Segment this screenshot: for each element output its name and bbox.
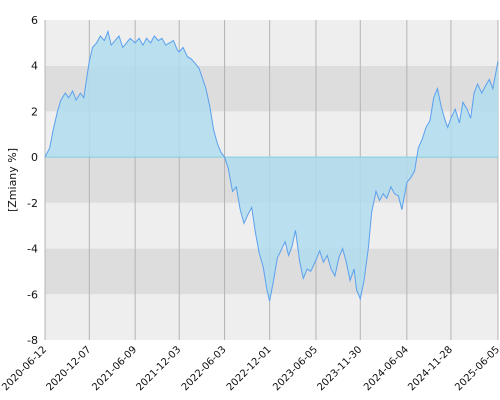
y-tick-label: 2 xyxy=(31,105,38,118)
x-tick-label: 2021-06-09 xyxy=(90,344,139,393)
y-tick-label: -8 xyxy=(27,334,38,347)
band xyxy=(45,294,498,340)
x-tick-label: 2021-12-03 xyxy=(134,344,183,393)
x-tick-label: 2022-06-03 xyxy=(180,344,229,393)
y-tick-label: 4 xyxy=(31,60,38,73)
y-tick-label: 6 xyxy=(31,14,38,27)
y-tick-label: -2 xyxy=(27,197,38,210)
y-tick-label: -6 xyxy=(27,288,38,301)
x-tick-label: 2022-12-01 xyxy=(225,344,274,393)
x-tick-label: 2024-11-28 xyxy=(406,344,455,393)
y-tick-label: 0 xyxy=(31,151,38,164)
x-tick-label: 2023-11-30 xyxy=(316,344,365,393)
x-tick-label: 2020-12-07 xyxy=(45,344,94,393)
series-line xyxy=(44,29,499,302)
y-tick-labels: -8 -6 -4 -2 0 2 4 6 xyxy=(27,14,38,347)
x-tick-label: 2020-06-12 xyxy=(0,344,49,393)
y-axis-label: [Zmiany %] xyxy=(6,148,19,212)
area-fill xyxy=(45,31,498,302)
x-tick-label: 2025-06-05 xyxy=(453,344,500,393)
y-tick-label: -4 xyxy=(27,243,38,256)
x-tick-label: 2024-06-04 xyxy=(362,344,411,393)
x-tick-labels: 2020-06-122020-12-072021-06-092021-12-03… xyxy=(0,344,500,393)
x-tick-label: 2023-06-05 xyxy=(271,344,320,393)
